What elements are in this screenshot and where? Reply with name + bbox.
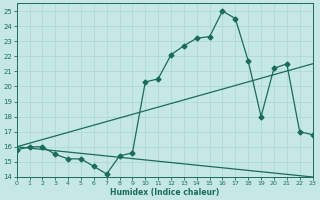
X-axis label: Humidex (Indice chaleur): Humidex (Indice chaleur) <box>110 188 219 197</box>
